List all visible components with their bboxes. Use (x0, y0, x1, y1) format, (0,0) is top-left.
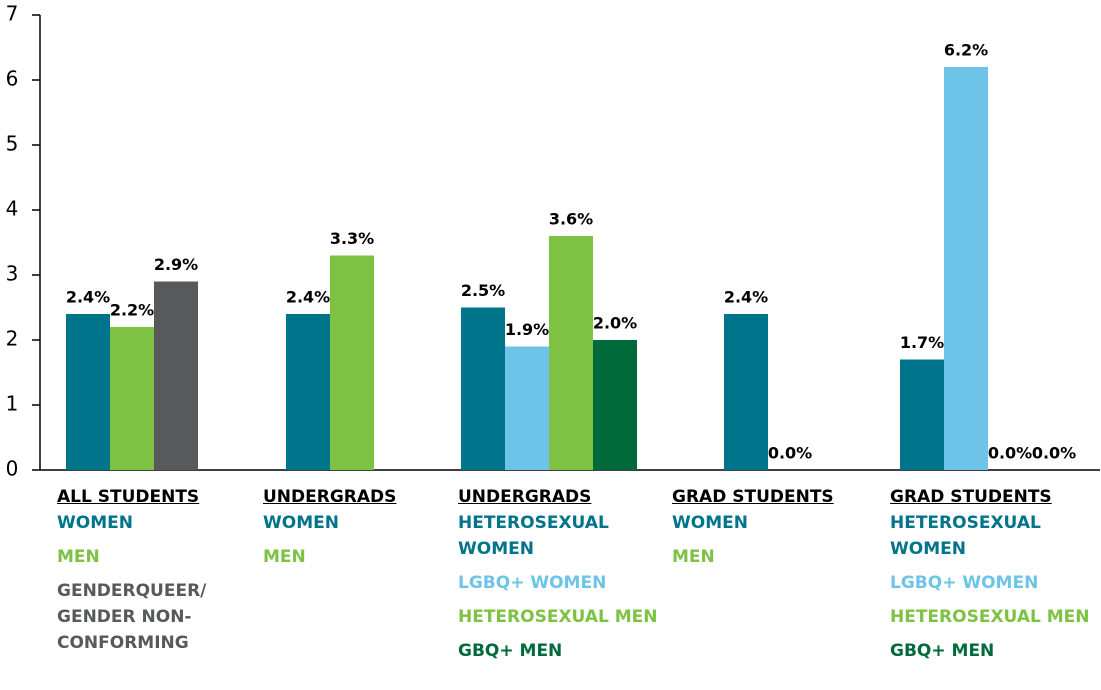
group-label: ALL STUDENTS WOMEN MEN GENDERQUEER/ GENDER … (57, 484, 257, 664)
group-name: ALL STUDENTS (57, 487, 200, 507)
bar-label: LGBQ+ WOMEN (890, 573, 1039, 593)
bar-label: GENDERQUEER/ GENDER NON-CONFORMING (57, 581, 207, 653)
value-label: 2.5% (461, 281, 505, 300)
bar (110, 327, 154, 470)
group-name: GRAD STUDENTS (890, 487, 1052, 507)
bar-label: HETEROSEXUAL WOMEN (458, 513, 609, 559)
group-label: GRAD STUDENTS HETEROSEXUAL WOMEN LGBQ+ WOM… (890, 484, 1090, 672)
value-label: 1.7% (900, 333, 944, 352)
bar-label: HETEROSEXUAL WOMEN (890, 513, 1041, 559)
group-label: GRAD STUDENTS WOMEN MEN (672, 484, 872, 578)
value-label: 0.0% (1032, 444, 1076, 463)
value-label: 2.2% (110, 301, 154, 320)
y-tick-label: 3 (6, 262, 19, 286)
bar-label: WOMEN (263, 513, 339, 533)
bar (330, 255, 374, 470)
bar-label: HETEROSEXUAL MEN (890, 607, 1090, 627)
y-tick-label: 0 (6, 457, 19, 481)
bar (593, 340, 637, 470)
bar-label: HETEROSEXUAL MEN (458, 607, 658, 627)
bar (154, 281, 198, 470)
value-label: 2.4% (66, 288, 110, 307)
group-name: GRAD STUDENTS (672, 487, 834, 507)
value-label: 2.0% (593, 314, 637, 333)
y-tick-label: 4 (6, 197, 19, 221)
bar-label: LGBQ+ WOMEN (458, 573, 607, 593)
bar-label: WOMEN (57, 513, 133, 533)
y-tick-label: 7 (6, 2, 19, 26)
group-name: UNDERGRADS (458, 487, 592, 507)
bar (461, 307, 505, 470)
value-label: 2.4% (724, 288, 768, 307)
bar (286, 314, 330, 470)
y-tick-label: 6 (6, 67, 19, 91)
bar (944, 67, 988, 470)
bar-label: MEN (672, 547, 715, 567)
y-tick-label: 1 (6, 392, 19, 416)
value-label: 1.9% (505, 320, 549, 339)
group-label: UNDERGRADS HETEROSEXUAL WOMEN LGBQ+ WOMEN H… (458, 484, 658, 672)
bar (724, 314, 768, 470)
value-label: 6.2% (944, 41, 988, 60)
group-label: UNDERGRADS WOMEN MEN (263, 484, 463, 578)
bar-label: MEN (263, 547, 306, 567)
value-label: 3.6% (549, 210, 593, 229)
value-label: 2.9% (154, 255, 198, 274)
bar-label: GBQ+ MEN (890, 641, 995, 661)
bar (66, 314, 110, 470)
y-tick-label: 2 (6, 327, 19, 351)
value-label: 3.3% (330, 229, 374, 248)
y-tick-label: 5 (6, 132, 19, 156)
bar (549, 236, 593, 470)
bar-label: WOMEN (672, 513, 748, 533)
value-label: 2.4% (286, 288, 330, 307)
bar-label: MEN (57, 547, 100, 567)
value-label: 0.0% (768, 444, 812, 463)
bar (900, 359, 944, 470)
group-name: UNDERGRADS (263, 487, 397, 507)
bar-label: GBQ+ MEN (458, 641, 563, 661)
bar (505, 346, 549, 470)
value-label: 0.0% (988, 444, 1032, 463)
